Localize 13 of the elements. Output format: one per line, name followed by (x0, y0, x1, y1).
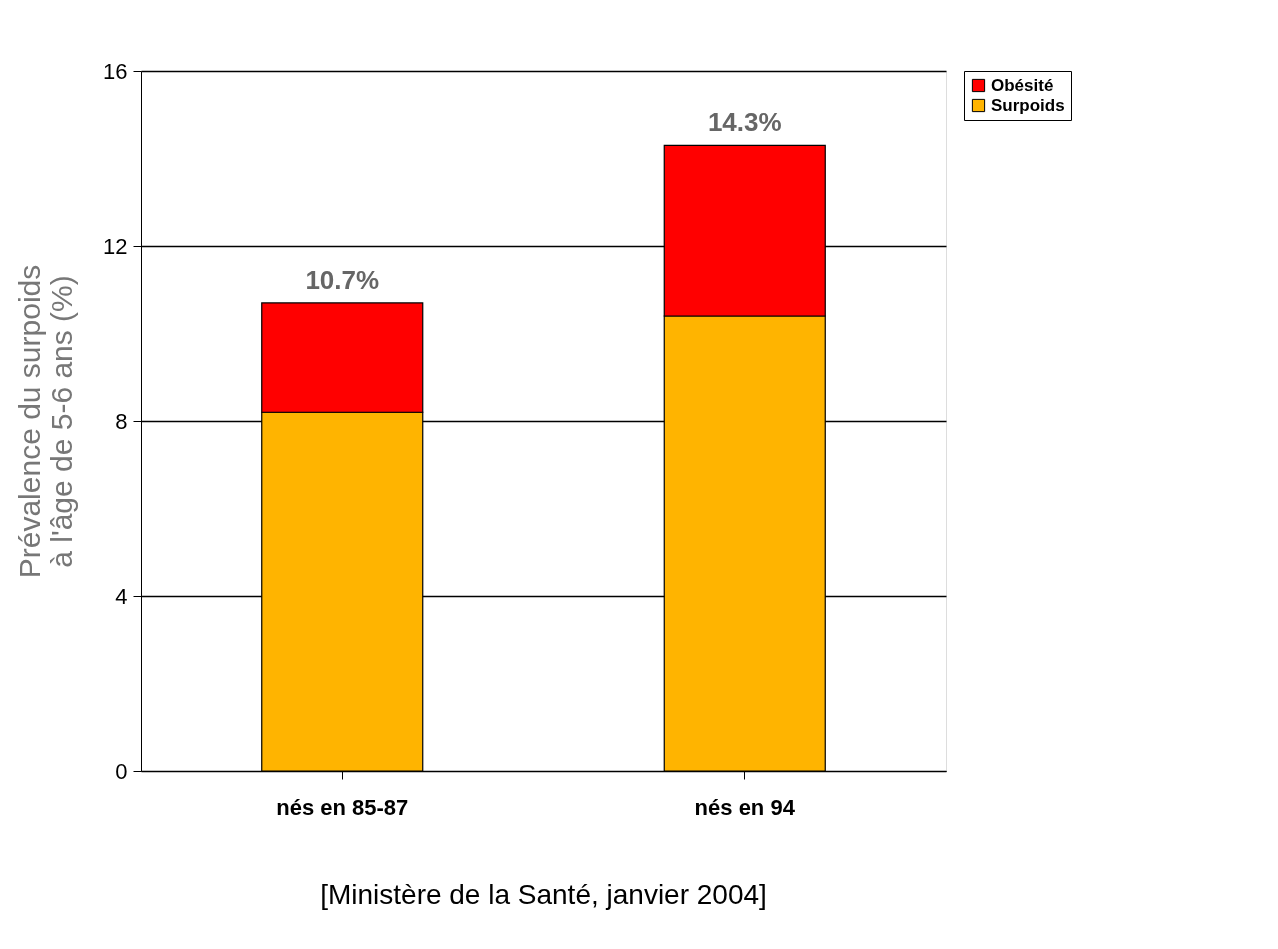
total-label: 10.7% (305, 264, 380, 295)
x-tick-label: nés en 85-87 (276, 794, 409, 820)
x-tick-label: nés en 94 (694, 794, 796, 820)
y-tick-label: 8 (115, 408, 128, 434)
y-tick-label: 4 (115, 583, 128, 609)
y-axis-title: Prévalence du surpoids à l'âge de 5-6 ans (%) (13, 264, 79, 579)
total-label: 14.3% (707, 107, 782, 138)
text: [Ministère de la Santé, janvier 2004] (320, 879, 767, 910)
y-tick-label: 16 (103, 58, 128, 84)
y-tick-label: 0 (115, 758, 128, 784)
y-tick-label: 12 (103, 233, 128, 259)
legend-label: Surpoids (991, 95, 1065, 115)
legend-label: Obésité (991, 75, 1054, 95)
